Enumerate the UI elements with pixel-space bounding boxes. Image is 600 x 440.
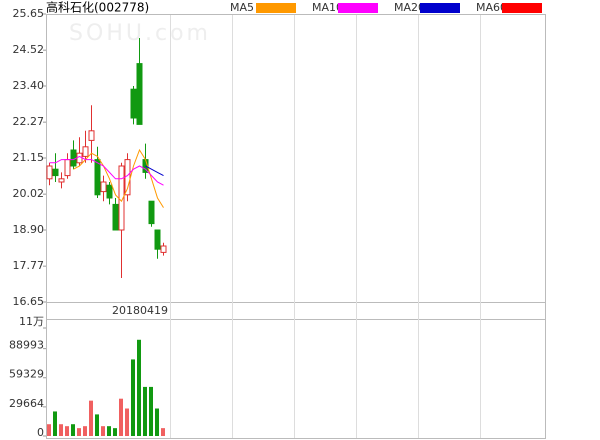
legend-label: MA60 [476,1,507,14]
volume-bar [113,428,117,436]
volume-bar [131,359,135,436]
y-tick-label: 23.40 [13,79,45,92]
chart-title: 高科石化(002778) [46,0,149,15]
volume-bar [65,426,69,436]
candle-body [82,146,89,157]
legend-label: MA5 [230,1,254,14]
y-tick-label: 24.52 [13,43,45,56]
candle-body [58,178,65,183]
y-tick-label: 21.15 [13,151,45,164]
candle-body [64,159,71,177]
volume-bar [53,411,57,436]
ma-line [145,165,164,177]
y-tick-label: 18.90 [13,223,45,236]
y-tick-label: 16.65 [13,295,45,308]
y-tick-label: 88993 [9,339,44,352]
ma-line [49,155,164,186]
y-tick-label: 59329 [9,368,44,381]
volume-bar [155,408,159,436]
vertical-grid [170,15,481,438]
candle-body [94,159,101,196]
candle-body [88,130,95,141]
candle-body [130,88,137,119]
legend-swatch [338,3,378,13]
legend-swatch [502,3,542,13]
legend-label: MA20 [394,1,425,14]
volume-bar [149,386,153,436]
candle-body [52,168,59,177]
volume-bar [47,424,51,436]
volume-bar [95,414,99,436]
candle-body [100,181,107,193]
candle-body [106,184,113,199]
volume-bar [119,398,123,436]
y-tick-label: 17.77 [13,259,45,272]
volume-bar [71,424,75,436]
y-tick-label: 11万 [19,315,44,328]
watermark: SOHU.com [69,21,211,46]
y-tick-label: 0 [37,426,44,439]
volume-frame [46,319,546,439]
volume-bar [125,408,129,436]
candle-body [160,245,167,253]
volume-bar [143,386,147,436]
y-tick-label: 20.02 [13,187,45,200]
volume-bar [83,426,87,436]
candle-body [46,165,53,180]
candle-body [148,200,155,225]
candle-body [76,152,83,164]
ma-line [73,148,164,208]
candle-body [136,63,143,125]
y-tick-label: 29664 [9,397,44,410]
candle-body [154,229,161,250]
volume-bar [89,400,93,436]
legend-swatch [420,3,460,13]
volume-bar [161,428,165,436]
volume-bar [77,428,81,436]
y-tick-label: 25.65 [13,7,45,20]
legend-swatch [256,3,296,13]
volume-bar [107,426,111,436]
volume-bar [101,426,105,436]
y-tick-label: 22.27 [13,115,45,128]
candle-body [70,149,77,167]
volume-bar [137,339,141,436]
volume-bar [59,424,63,436]
date-label: 20180419 [112,304,168,317]
candle-body [112,203,119,231]
legend-label: MA10 [312,1,343,14]
